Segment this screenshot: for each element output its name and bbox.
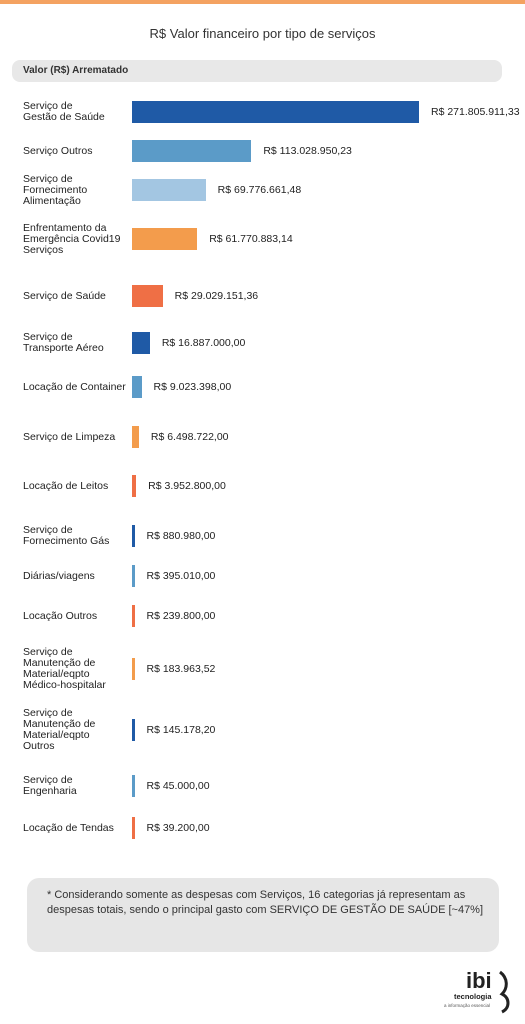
footnote-box: * Considerando somente as despesas com S… [27,878,499,952]
value-label: R$ 9.023.398,00 [153,381,232,393]
value-label: R$ 145.178,20 [146,724,216,736]
ibi-logo: ibi tecnologia a informação essencial [444,966,516,1014]
category-label: Serviço de Manutenção de Material/eqpto Méd… [23,646,106,691]
chart-title: R$ Valor financeiro por tipo de serviços [149,26,376,41]
value-label: R$ 16.887.000,00 [161,337,246,349]
category-label: Serviço de Gestão de Saúde [23,100,105,123]
category-label: Locação Outros [23,609,98,622]
value-label: R$ 239.800,00 [146,610,216,622]
bar [132,525,135,547]
logo-mark-icon: ibi tecnologia a informação essencial [444,968,510,1014]
bar [132,332,150,354]
bar-chart: Serviço de Gestão de Saúde R$ 271.805.911,… [23,100,520,839]
value-label: R$ 271.805.911,33 [431,106,520,118]
top-accent-line [0,0,525,4]
logo-brand: ibi [466,968,492,993]
bar [132,426,139,448]
category-label: Serviço de Saúde [23,289,106,302]
category-label: Serviço de Engenharia [23,774,77,797]
category-label: Serviço de Transporte Aéreo [23,331,104,354]
bar [132,101,419,123]
bar [132,179,206,201]
column-header-label: Valor (R$) Arrematado [23,65,129,76]
value-label: R$ 6.498.722,00 [150,431,229,443]
value-label: R$ 183.963,52 [146,663,216,675]
bar [132,775,135,797]
value-label: R$ 69.776.661,48 [217,184,302,196]
footnote-text: * Considerando somente as despesas com S… [47,889,484,916]
bar [132,658,135,680]
category-label: Serviço Outros [23,144,93,157]
category-label: Serviço de Limpeza [23,430,116,443]
bar [132,228,198,250]
logo-name: tecnologia [454,992,492,1001]
value-label: R$ 113.028.950,23 [263,145,352,157]
value-label: R$ 61.770.883,14 [209,233,293,245]
value-label: R$ 3.952.800,00 [148,480,226,492]
category-label: Locação de Container [23,380,126,393]
value-label: R$ 39.200,00 [146,822,210,834]
bar [132,140,252,162]
value-label: R$ 29.029.151,36 [174,290,259,302]
bar [132,565,135,587]
category-label: Diárias/viagens [23,569,95,582]
logo-tagline: a informação essencial [444,1003,490,1008]
value-label: R$ 880.980,00 [146,530,216,542]
category-label: Serviço de Fornecimento Gás [23,524,110,547]
value-label: R$ 45.000,00 [146,780,210,792]
category-label: Locação de Leitos [23,479,109,492]
bar [132,376,142,398]
category-label: Serviço de Manutenção de Material/eqpto Out… [23,707,96,752]
category-label: Serviço de Fornecimento Alimentação [23,172,88,207]
category-label: Enfrentamento da Emergência Covid19 Serviç… [23,221,121,256]
bar [132,719,135,741]
category-label: Locação de Tendas [23,821,114,834]
bar [132,285,163,307]
bar [132,605,135,627]
bar [132,475,137,497]
column-header: Valor (R$) Arrematado [12,60,502,82]
bar [132,817,135,839]
value-label: R$ 395.010,00 [146,570,216,582]
